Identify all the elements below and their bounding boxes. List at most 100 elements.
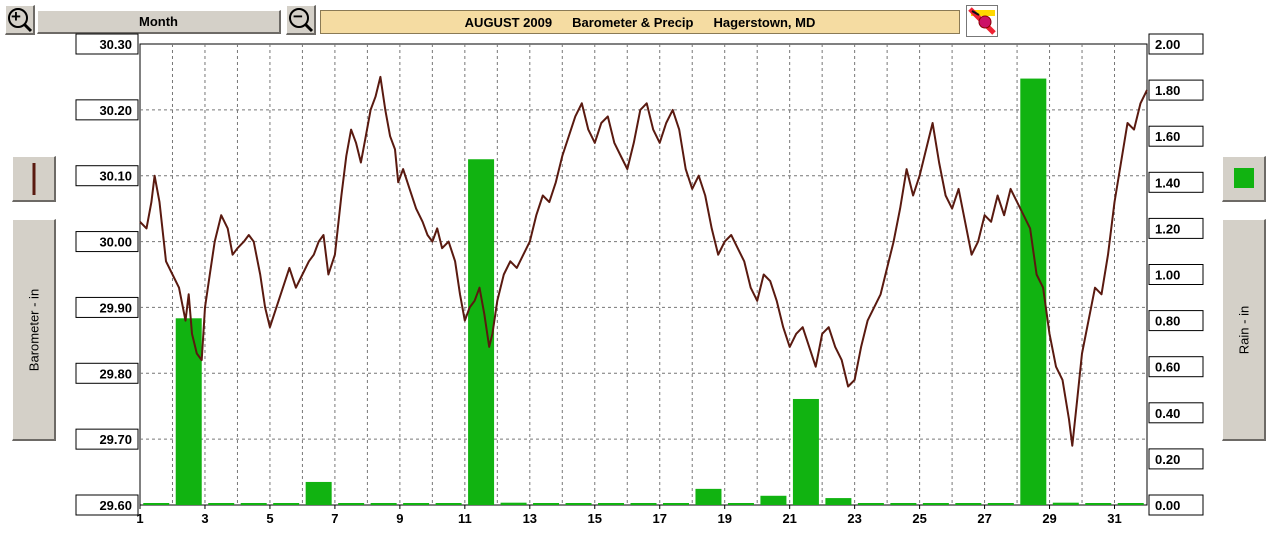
- right-tick-box: [1148, 79, 1204, 101]
- left-tick-label: 29.60: [99, 498, 132, 513]
- x-tick-label: 5: [266, 511, 273, 526]
- right-tick-box: [1148, 125, 1204, 147]
- right-tick-label: 0.20: [1155, 452, 1180, 467]
- rain-bar: [403, 503, 430, 505]
- left-tick-box: [75, 362, 139, 384]
- title-month: AUGUST 2009: [464, 14, 553, 30]
- rain-bar: [1020, 78, 1047, 505]
- x-tick-label: 13: [523, 511, 537, 526]
- right-tick-box: [1148, 217, 1204, 239]
- rain-bar: [922, 503, 949, 505]
- x-tick-label: 21: [782, 511, 796, 526]
- chart-title: AUGUST 2009 Barometer & Precip Hagerstow…: [320, 10, 960, 34]
- rain-bar: [890, 503, 917, 505]
- rain-bar: [273, 503, 300, 505]
- rain-bar: [143, 503, 170, 505]
- right-tick-box: [1148, 171, 1204, 193]
- x-tick-label: 11: [458, 511, 472, 526]
- rain-legend-button[interactable]: [1222, 156, 1266, 202]
- rain-bar: [338, 503, 365, 505]
- left-tick-label: 30.20: [99, 103, 132, 118]
- x-tick-label: 27: [977, 511, 991, 526]
- rain-bar: [1085, 503, 1112, 505]
- zoom-in-glyph: +: [11, 7, 21, 26]
- period-mode-label: Month: [139, 14, 178, 29]
- rain-bar: [565, 503, 592, 505]
- right-tick-label: 0.60: [1155, 360, 1180, 375]
- zoom-out-button[interactable]: −: [286, 5, 316, 35]
- x-tick-label: 23: [847, 511, 861, 526]
- right-tick-box: [1148, 448, 1204, 470]
- x-tick-label: 3: [201, 511, 208, 526]
- rain-bar: [630, 503, 657, 505]
- left-tick-label: 29.80: [99, 366, 132, 381]
- rain-bar: [370, 503, 397, 505]
- title-place: Hagerstown, MD: [713, 14, 816, 30]
- eraser-icon: [968, 7, 996, 35]
- right-tick-label: 1.80: [1155, 83, 1180, 98]
- plot-frame: [139, 43, 1148, 506]
- barometer-legend-button[interactable]: [12, 156, 56, 202]
- right-tick-box: [1148, 264, 1204, 285]
- left-tick-label: 30.10: [99, 169, 132, 184]
- rain-bar: [695, 488, 722, 505]
- left-tick-box: [75, 494, 139, 516]
- rain-bar: [175, 318, 202, 505]
- left-tick-box: [75, 231, 139, 253]
- x-tick-label: 31: [1107, 511, 1121, 526]
- zoom-out-icon: [289, 8, 314, 33]
- zoom-in-icon: [8, 8, 33, 33]
- rain-bar: [825, 498, 852, 505]
- rain-bar: [987, 503, 1014, 505]
- left-tick-label: 29.70: [99, 432, 132, 447]
- right-tick-label: 1.40: [1155, 175, 1180, 190]
- right-tick-box: [1148, 310, 1204, 332]
- rain-bar: [240, 503, 267, 505]
- x-tick-label: 7: [331, 511, 338, 526]
- period-mode-button[interactable]: Month: [37, 10, 281, 34]
- x-tick-label: 1: [136, 511, 143, 526]
- right-tick-label: 0.40: [1155, 406, 1180, 421]
- right-tick-label: 1.00: [1155, 268, 1180, 283]
- zoom-out-glyph: −: [293, 7, 303, 26]
- x-tick-label: 15: [588, 511, 602, 526]
- right-tick-label: 0.80: [1155, 314, 1180, 329]
- rain-bar: [533, 503, 560, 505]
- right-tick-label: 1.60: [1155, 129, 1180, 144]
- x-tick-label: 17: [653, 511, 667, 526]
- rain-bar: [857, 503, 884, 505]
- x-tick-label: 9: [396, 511, 403, 526]
- left-tick-label: 29.90: [99, 300, 132, 315]
- rain-bar: [955, 503, 982, 505]
- right-tick-label: 2.00: [1155, 37, 1180, 52]
- rain-bar: [760, 495, 787, 505]
- right-tick-label: 0.00: [1155, 498, 1180, 513]
- zoom-in-button[interactable]: +: [5, 5, 35, 35]
- x-tick-label: 29: [1042, 511, 1056, 526]
- barometer-line: [139, 75, 1148, 447]
- right-tick-box: [1148, 33, 1204, 55]
- rain-bar: [208, 503, 235, 505]
- rain-bar: [727, 503, 754, 505]
- left-tick-label: 30.00: [99, 235, 132, 250]
- left-tick-box: [75, 33, 139, 55]
- right-tick-box: [1148, 356, 1204, 378]
- rain-bar: [305, 481, 332, 505]
- title-type: Barometer & Precip: [572, 14, 694, 30]
- left-tick-box: [75, 296, 139, 318]
- rain-bar: [598, 503, 625, 505]
- x-tick-label: 25: [912, 511, 926, 526]
- clear-button[interactable]: [966, 5, 998, 37]
- rain-bar: [500, 502, 527, 505]
- rain-bar-swatch: [1234, 168, 1254, 188]
- barometer-axis-button[interactable]: Barometer - in: [12, 219, 56, 441]
- rain-bar: [1052, 502, 1079, 505]
- rain-bar: [468, 159, 495, 505]
- rain-bar: [792, 398, 819, 505]
- x-tick-label: 19: [717, 511, 731, 526]
- left-tick-label: 30.30: [99, 37, 132, 52]
- right-tick-label: 1.20: [1155, 221, 1180, 236]
- rain-axis-button[interactable]: Rain - in: [1222, 219, 1266, 441]
- rain-bar: [435, 503, 462, 505]
